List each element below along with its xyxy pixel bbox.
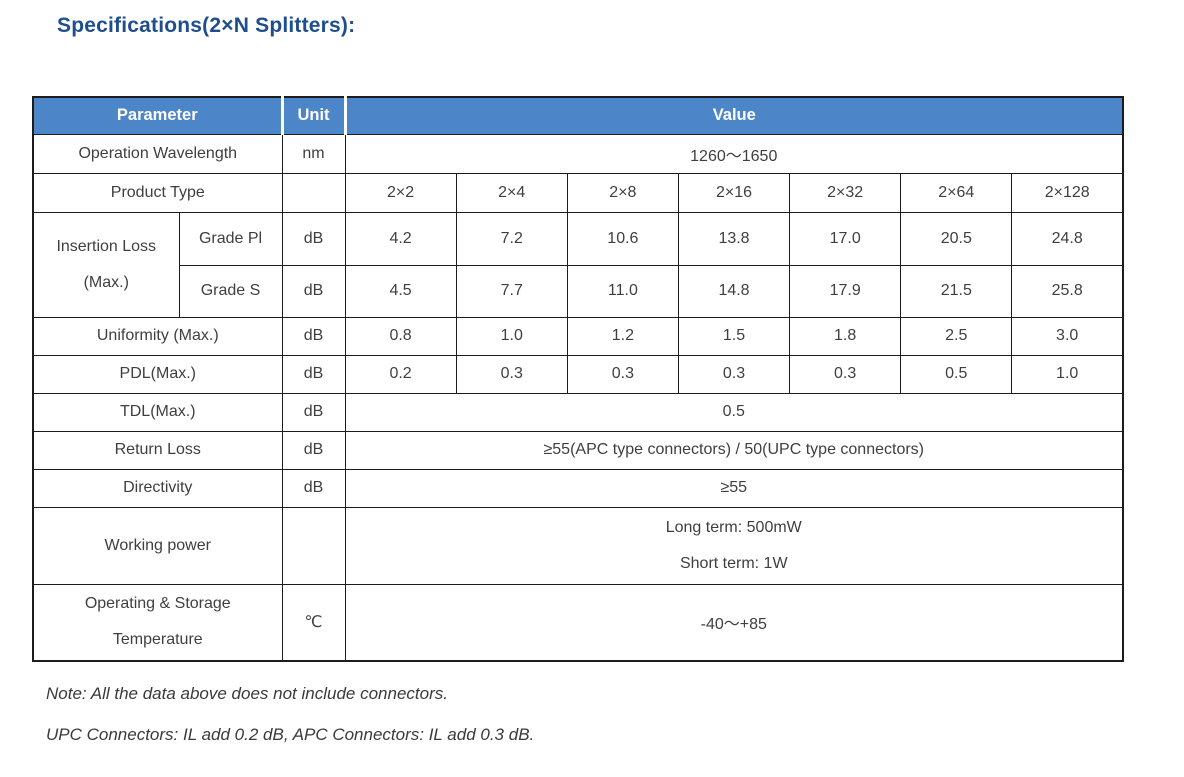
param-insertion-loss-line2: (Max.) <box>83 273 129 291</box>
value-product-type-2x128: 2×128 <box>1011 172 1124 213</box>
value-product-type-2x4: 2×4 <box>455 172 568 213</box>
value-tdl: 0.5 <box>344 392 1124 432</box>
value-operation-wavelength: 1260～1650 <box>344 133 1124 174</box>
unit-product-type <box>281 172 346 213</box>
row-product-type: Product Type 2×2 2×4 2×8 2×16 2×32 2×64 … <box>32 172 1124 213</box>
value-pdl-2x64: 0.5 <box>900 354 1013 394</box>
value-grade-s-2x8: 11.0 <box>566 264 679 318</box>
value-product-type-2x8: 2×8 <box>566 172 679 213</box>
param-temperature-line1: Operating & Storage <box>84 595 231 613</box>
unit-operation-wavelength: nm <box>281 133 346 174</box>
row-insertion-loss-grade-s: Grade S dB 4.5 7.7 11.0 14.8 17.9 21.5 2… <box>33 264 1124 318</box>
row-tdl: TDL(Max.) dB 0.5 <box>32 392 1124 432</box>
value-product-type-2x64: 2×64 <box>900 172 1013 213</box>
value-return-loss: ≥55(APC type connectors) / 50(UPC type c… <box>344 430 1124 470</box>
row-return-loss: Return Loss dB ≥55(APC type connectors) … <box>32 430 1124 470</box>
spec-table: Parameter Unit Value Operation Wavelengt… <box>32 96 1124 662</box>
page-title: Specifications(2×N Splitters): <box>57 14 356 37</box>
value-pdl-2x32: 0.3 <box>789 354 902 394</box>
value-uniformity-2x2: 0.8 <box>344 316 457 356</box>
value-working-power-short-term: Short term: 1W <box>679 554 788 572</box>
unit-grade-s: dB <box>281 264 346 318</box>
value-grade-s-2x2: 4.5 <box>344 264 457 318</box>
param-return-loss: Return Loss <box>32 430 283 470</box>
value-grade-s-2x32: 17.9 <box>789 264 902 318</box>
param-tdl: TDL(Max.) <box>32 392 283 432</box>
value-grade-s-2x64: 21.5 <box>900 264 1013 318</box>
value-grade-pl-2x128: 24.8 <box>1011 211 1124 266</box>
value-grade-s-2x4: 7.7 <box>455 264 568 318</box>
param-temperature: Operating & Storage Temperature <box>32 583 283 662</box>
value-uniformity-2x64: 2.5 <box>900 316 1013 356</box>
value-grade-pl-2x4: 7.2 <box>455 211 568 266</box>
param-working-power: Working power <box>32 506 283 585</box>
param-grade-s: Grade S <box>178 264 283 318</box>
row-directivity: Directivity dB ≥55 <box>32 468 1124 508</box>
row-operation-wavelength: Operation Wavelength nm 1260～1650 <box>32 133 1124 174</box>
param-operation-wavelength: Operation Wavelength <box>32 133 283 174</box>
value-grade-s-2x16: 14.8 <box>677 264 791 318</box>
value-pdl-2x4: 0.3 <box>455 354 568 394</box>
row-temperature: Operating & Storage Temperature ℃ -40～+8… <box>32 583 1124 662</box>
value-working-power-long-term: Long term: 500mW <box>665 518 802 536</box>
unit-working-power <box>281 506 346 585</box>
row-uniformity: Uniformity (Max.) dB 0.8 1.0 1.2 1.5 1.8… <box>32 316 1124 356</box>
value-grade-pl-2x2: 4.2 <box>344 211 457 266</box>
row-pdl: PDL(Max.) dB 0.2 0.3 0.3 0.3 0.3 0.5 1.0 <box>32 354 1124 394</box>
param-grade-pl: Grade Pl <box>178 211 283 266</box>
value-product-type-2x16: 2×16 <box>677 172 791 213</box>
param-pdl: PDL(Max.) <box>32 354 283 394</box>
header-unit: Unit <box>280 96 346 135</box>
param-temperature-line2: Temperature <box>112 631 203 649</box>
row-working-power: Working power Long term: 500mW Short ter… <box>32 506 1124 585</box>
param-uniformity: Uniformity (Max.) <box>32 316 283 356</box>
value-working-power: Long term: 500mW Short term: 1W <box>344 506 1124 585</box>
value-uniformity-2x4: 1.0 <box>455 316 568 356</box>
value-pdl-2x2: 0.2 <box>344 354 457 394</box>
value-grade-pl-2x16: 13.8 <box>677 211 791 266</box>
unit-tdl: dB <box>281 392 346 432</box>
unit-directivity: dB <box>281 468 346 508</box>
header-parameter: Parameter <box>32 96 283 135</box>
param-directivity: Directivity <box>32 468 283 508</box>
value-grade-pl-2x32: 17.0 <box>789 211 902 266</box>
value-product-type-2x2: 2×2 <box>344 172 457 213</box>
value-product-type-2x32: 2×32 <box>789 172 902 213</box>
row-insertion-loss-grade-pl: Insertion Loss (Max.) Grade Pl dB 4.2 7.… <box>32 211 1124 318</box>
value-grade-s-2x128: 25.8 <box>1011 264 1124 318</box>
param-product-type: Product Type <box>32 172 283 213</box>
value-uniformity-2x8: 1.2 <box>566 316 679 356</box>
table-header-row: Parameter Unit Value <box>32 96 1124 135</box>
unit-grade-pl: dB <box>281 211 346 266</box>
value-grade-pl-2x64: 20.5 <box>900 211 1013 266</box>
value-uniformity-2x128: 3.0 <box>1011 316 1124 356</box>
value-grade-pl-2x8: 10.6 <box>566 211 679 266</box>
value-pdl-2x16: 0.3 <box>677 354 791 394</box>
unit-pdl: dB <box>281 354 346 394</box>
unit-uniformity: dB <box>281 316 346 356</box>
value-temperature: -40～+85 <box>344 583 1124 662</box>
value-uniformity-2x32: 1.8 <box>789 316 902 356</box>
param-insertion-loss-line1: Insertion Loss <box>56 237 157 255</box>
value-directivity: ≥55 <box>344 468 1124 508</box>
value-pdl-2x8: 0.3 <box>566 354 679 394</box>
value-uniformity-2x16: 1.5 <box>677 316 791 356</box>
unit-return-loss: dB <box>281 430 346 470</box>
note-il-add: UPC Connectors: IL add 0.2 dB, APC Conne… <box>46 725 535 744</box>
param-insertion-loss: Insertion Loss (Max.) <box>32 211 180 318</box>
unit-temperature: ℃ <box>281 583 346 662</box>
value-pdl-2x128: 1.0 <box>1011 354 1124 394</box>
header-value: Value <box>343 96 1124 135</box>
note-connectors: Note: All the data above does not includ… <box>46 684 448 703</box>
notes: Note: All the data above does not includ… <box>46 684 534 766</box>
